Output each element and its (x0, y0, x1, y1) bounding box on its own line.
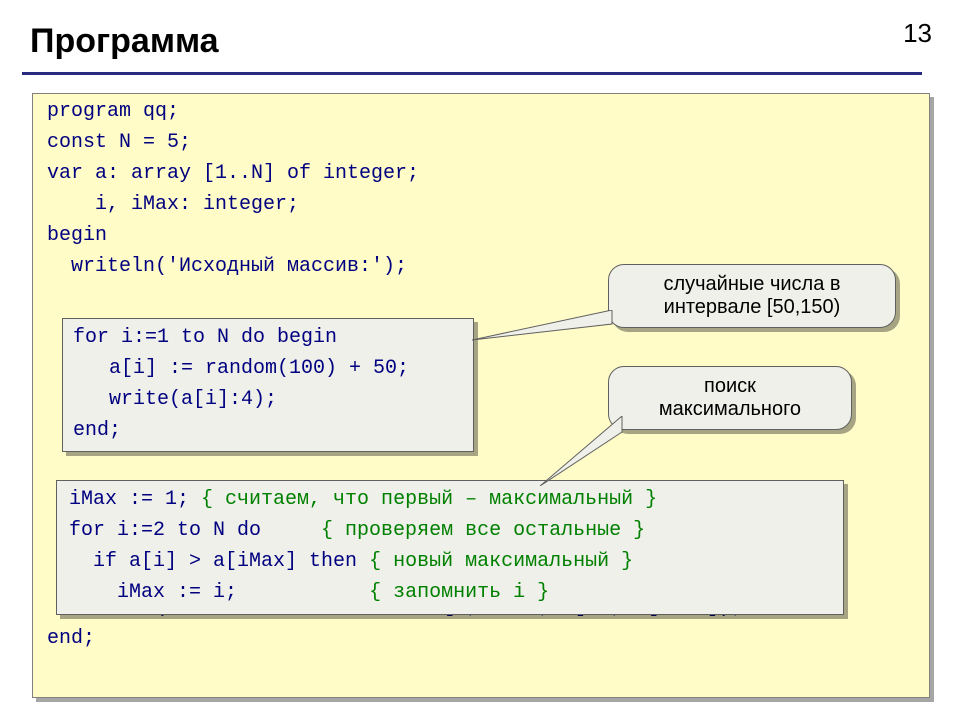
page-title: Программа (30, 22, 219, 61)
callout-text: случайные числа в интервале [50,150) (617, 273, 887, 319)
callout-text: поиск максимального (659, 375, 801, 421)
code-box-random-fill: for i:=1 to N do begin a[i] := random(10… (62, 318, 474, 452)
page-number: 13 (903, 18, 932, 49)
callout-random-range: случайные числа в интервале [50,150) (608, 264, 896, 328)
callout-pointer-icon (472, 310, 622, 346)
code-box-find-max: iMax := 1; { считаем, что первый – макси… (56, 480, 844, 615)
title-rule (22, 72, 922, 75)
callout-pointer-icon (540, 416, 630, 486)
callout-find-max: поиск максимального (608, 366, 852, 430)
